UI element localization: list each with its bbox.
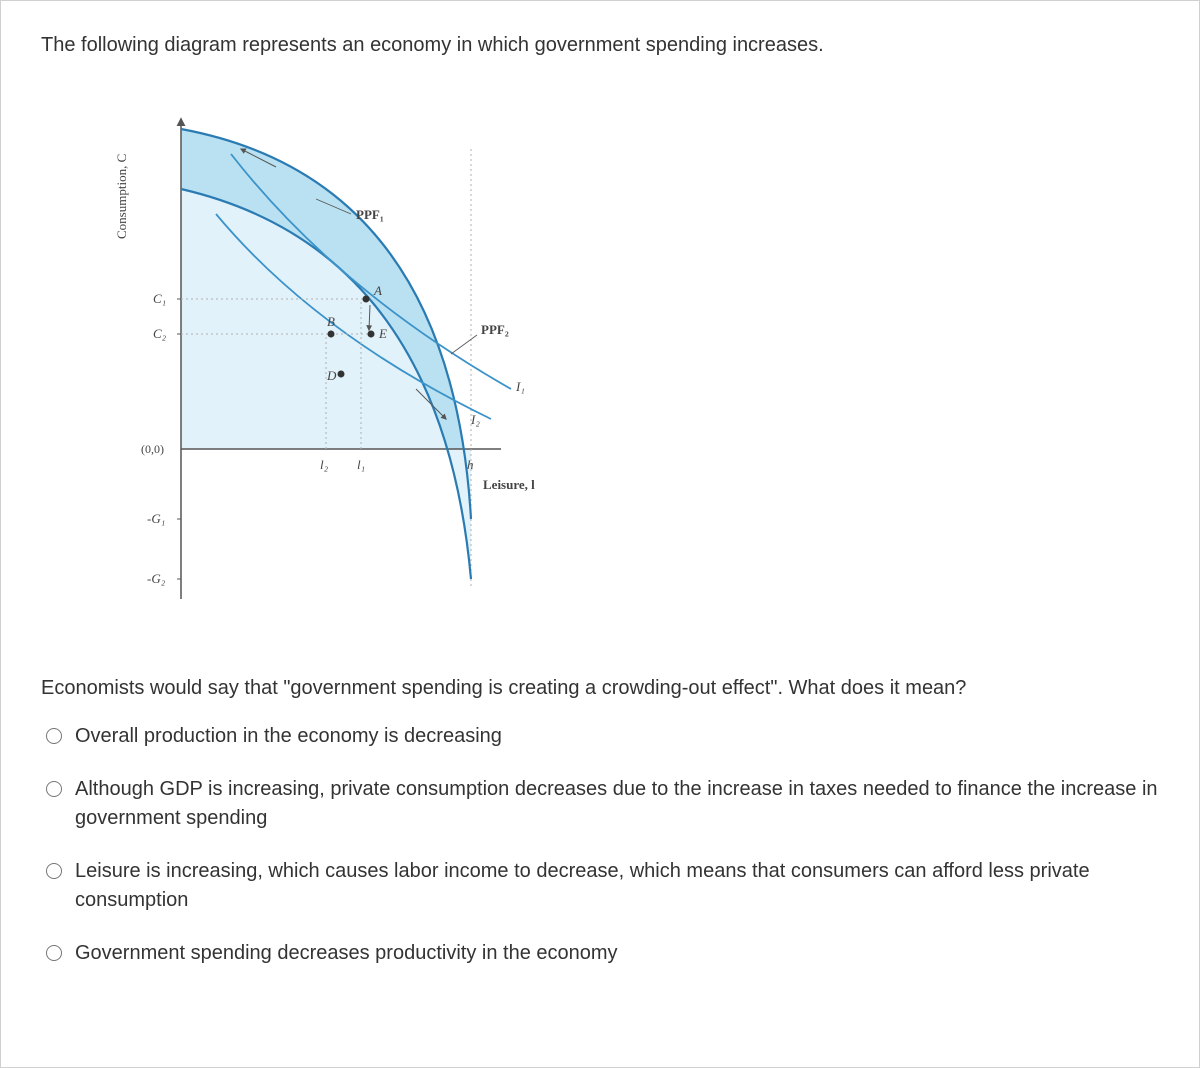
svg-text:-G₂: -G₂ — [147, 571, 166, 586]
svg-text:A: A — [373, 283, 382, 298]
svg-text:D: D — [326, 368, 337, 383]
option-label: Although GDP is increasing, private cons… — [75, 775, 1159, 833]
svg-text:Consumption, C: Consumption, C — [114, 154, 129, 239]
svg-text:I₂: I₂ — [470, 412, 480, 427]
answer-options: Overall production in the economy is dec… — [41, 722, 1159, 968]
svg-text:-G₁: -G₁ — [147, 511, 165, 526]
option-row[interactable]: Government spending decreases productivi… — [41, 939, 1159, 968]
svg-text:(0,0): (0,0) — [141, 442, 164, 456]
svg-text:I₁: I₁ — [515, 379, 525, 394]
svg-text:B: B — [327, 314, 335, 329]
svg-text:C₂: C₂ — [153, 326, 167, 341]
option-label: Government spending decreases productivi… — [75, 939, 618, 968]
option-row[interactable]: Leisure is increasing, which causes labo… — [41, 857, 1159, 915]
option-label: Overall production in the economy is dec… — [75, 722, 502, 751]
question-prompt: Economists would say that "government sp… — [41, 674, 1159, 702]
question-card: The following diagram represents an econ… — [0, 0, 1200, 1068]
svg-text:h: h — [467, 457, 474, 472]
svg-text:Leisure, l: Leisure, l — [483, 477, 535, 492]
svg-text:E: E — [378, 326, 387, 341]
radio-option-3[interactable] — [46, 863, 62, 879]
svg-text:l₂: l₂ — [320, 457, 329, 472]
svg-text:PPF₂: PPF₂ — [481, 322, 509, 337]
radio-option-1[interactable] — [46, 728, 62, 744]
option-label: Leisure is increasing, which causes labo… — [75, 857, 1159, 915]
radio-option-2[interactable] — [46, 781, 62, 797]
option-row[interactable]: Overall production in the economy is dec… — [41, 722, 1159, 751]
radio-option-4[interactable] — [46, 945, 62, 961]
svg-text:C₁: C₁ — [153, 291, 166, 306]
ppf-diagram: A B D E Consumption, C C₁ C₂ (0,0) -G₁ -G₂ l₂ l₁ h Le… — [101, 99, 1159, 624]
question-intro: The following diagram represents an econ… — [41, 31, 1159, 59]
svg-text:l₁: l₁ — [357, 457, 365, 472]
option-row[interactable]: Although GDP is increasing, private cons… — [41, 775, 1159, 833]
svg-text:PPF₁: PPF₁ — [356, 207, 384, 222]
